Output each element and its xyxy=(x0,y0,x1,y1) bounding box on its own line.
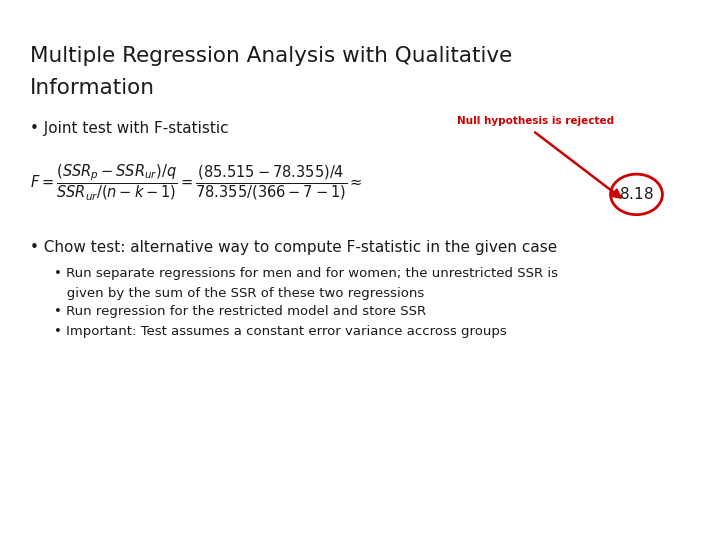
Text: • Run regression for the restricted model and store SSR: • Run regression for the restricted mode… xyxy=(54,305,426,318)
Text: • Run separate regressions for men and for women; the unrestricted SSR is: • Run separate regressions for men and f… xyxy=(54,267,558,280)
Text: • Important: Test assumes a constant error variance accross groups: • Important: Test assumes a constant err… xyxy=(54,325,507,338)
Text: $F = \dfrac{(SSR_p - SSR_{ur})/q}{SSR_{ur}/(n - k - 1)} = \dfrac{(85.515 - 78.35: $F = \dfrac{(SSR_p - SSR_{ur})/q}{SSR_{u… xyxy=(30,162,363,202)
Text: $8.18$: $8.18$ xyxy=(619,186,654,202)
Text: • Chow test: alternative way to compute F-statistic in the given case: • Chow test: alternative way to compute … xyxy=(30,240,557,255)
Text: given by the sum of the SSR of these two regressions: given by the sum of the SSR of these two… xyxy=(54,287,424,300)
Text: • Joint test with F-statistic: • Joint test with F-statistic xyxy=(30,122,229,137)
Text: Information: Information xyxy=(30,78,156,98)
Text: Multiple Regression Analysis with Qualitative: Multiple Regression Analysis with Qualit… xyxy=(30,46,513,66)
Text: Null hypothesis is rejected: Null hypothesis is rejected xyxy=(457,116,614,126)
